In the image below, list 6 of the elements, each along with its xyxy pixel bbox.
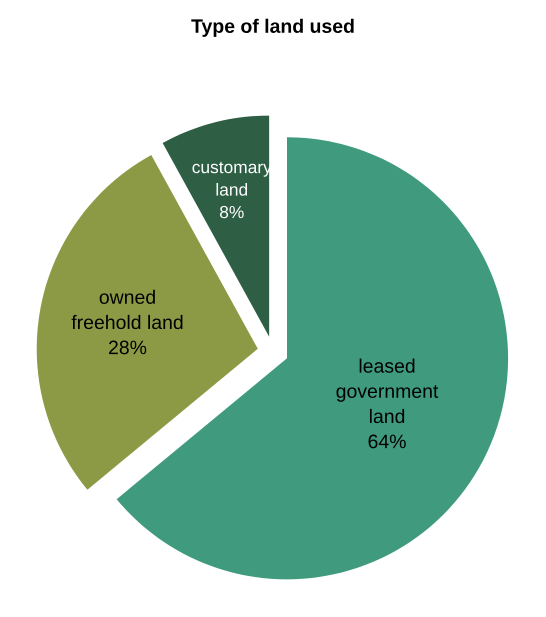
- data-label: 64%: [368, 434, 406, 448]
- data-label: 8%: [220, 206, 244, 218]
- slice-label: owned freehold land: [72, 290, 182, 330]
- slice-label: leased government land: [336, 358, 438, 424]
- data-label: 28%: [109, 340, 146, 354]
- chart-title: Type of land used: [191, 18, 354, 37]
